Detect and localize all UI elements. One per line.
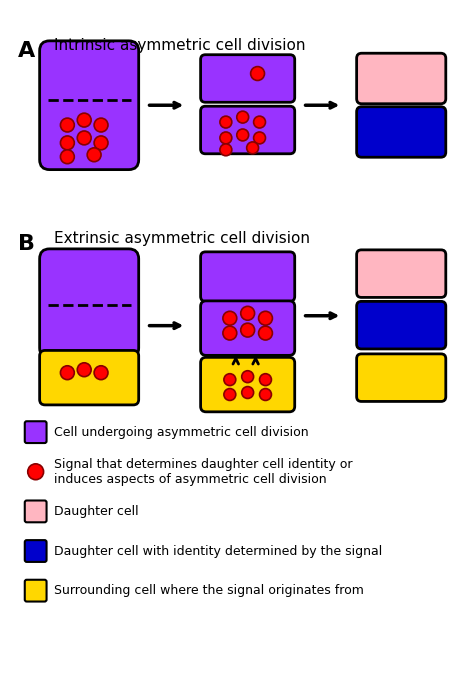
- Circle shape: [237, 111, 249, 123]
- FancyBboxPatch shape: [356, 354, 446, 402]
- FancyBboxPatch shape: [356, 301, 446, 349]
- Circle shape: [77, 131, 91, 145]
- Text: Signal that determines daughter cell identity or
induces aspects of asymmetric c: Signal that determines daughter cell ide…: [55, 458, 353, 486]
- FancyBboxPatch shape: [40, 41, 139, 169]
- Circle shape: [220, 144, 232, 156]
- FancyBboxPatch shape: [201, 107, 295, 154]
- Text: Daughter cell with identity determined by the signal: Daughter cell with identity determined b…: [55, 544, 383, 557]
- Circle shape: [77, 113, 91, 127]
- Text: Extrinsic asymmetric cell division: Extrinsic asymmetric cell division: [55, 231, 310, 246]
- Text: Intrinsic asymmetric cell division: Intrinsic asymmetric cell division: [55, 38, 306, 53]
- Circle shape: [260, 389, 272, 400]
- Circle shape: [223, 326, 237, 340]
- Circle shape: [258, 326, 273, 340]
- Circle shape: [77, 363, 91, 376]
- Text: Daughter cell: Daughter cell: [55, 505, 139, 518]
- Text: Surrounding cell where the signal originates from: Surrounding cell where the signal origin…: [55, 584, 365, 597]
- FancyBboxPatch shape: [201, 357, 295, 412]
- Text: A: A: [18, 41, 35, 61]
- Circle shape: [241, 323, 255, 337]
- Circle shape: [94, 118, 108, 132]
- Circle shape: [223, 311, 237, 325]
- FancyBboxPatch shape: [25, 540, 46, 562]
- FancyBboxPatch shape: [201, 301, 295, 355]
- Circle shape: [224, 374, 236, 386]
- FancyBboxPatch shape: [356, 250, 446, 297]
- Circle shape: [251, 67, 264, 81]
- Circle shape: [241, 307, 255, 320]
- Circle shape: [94, 366, 108, 380]
- Circle shape: [246, 142, 258, 154]
- FancyBboxPatch shape: [40, 350, 139, 405]
- Circle shape: [60, 150, 74, 164]
- Circle shape: [87, 148, 101, 162]
- Text: Cell undergoing asymmetric cell division: Cell undergoing asymmetric cell division: [55, 426, 309, 438]
- FancyBboxPatch shape: [25, 421, 46, 443]
- Circle shape: [254, 116, 265, 128]
- Circle shape: [60, 136, 74, 150]
- Circle shape: [28, 464, 44, 479]
- Circle shape: [237, 129, 249, 141]
- Circle shape: [224, 389, 236, 400]
- FancyBboxPatch shape: [25, 501, 46, 522]
- Circle shape: [242, 387, 254, 398]
- Circle shape: [94, 136, 108, 150]
- Circle shape: [242, 371, 254, 382]
- Circle shape: [220, 116, 232, 128]
- FancyBboxPatch shape: [356, 53, 446, 104]
- FancyBboxPatch shape: [356, 107, 446, 157]
- FancyBboxPatch shape: [40, 249, 139, 358]
- Circle shape: [60, 118, 74, 132]
- Circle shape: [60, 366, 74, 380]
- Text: B: B: [18, 234, 35, 254]
- FancyBboxPatch shape: [25, 580, 46, 602]
- FancyBboxPatch shape: [201, 252, 295, 301]
- Circle shape: [254, 132, 265, 144]
- Circle shape: [258, 311, 273, 325]
- FancyBboxPatch shape: [201, 55, 295, 102]
- Circle shape: [260, 374, 272, 386]
- Circle shape: [220, 132, 232, 144]
